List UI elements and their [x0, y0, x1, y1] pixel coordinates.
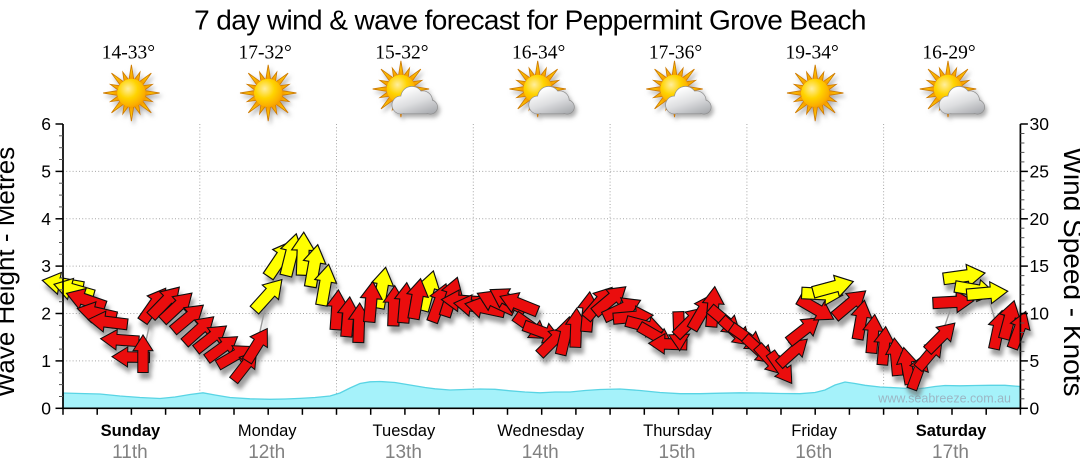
svg-text:16-29°: 16-29° [922, 43, 975, 64]
svg-text:Monday: Monday [238, 422, 297, 440]
svg-text:17-36°: 17-36° [649, 43, 702, 64]
svg-text:19-34°: 19-34° [786, 43, 839, 64]
svg-text:6: 6 [41, 114, 51, 134]
svg-text:Saturday: Saturday [916, 422, 987, 440]
svg-text:10: 10 [1030, 304, 1050, 324]
svg-text:16-34°: 16-34° [512, 43, 565, 64]
svg-text:Wind Speed - Knots: Wind Speed - Knots [1058, 147, 1080, 396]
svg-text:4: 4 [41, 209, 51, 229]
svg-text:16th: 16th [795, 442, 832, 463]
svg-text:15-32°: 15-32° [375, 43, 428, 64]
svg-text:14-33°: 14-33° [102, 43, 155, 64]
svg-text:5: 5 [41, 161, 51, 181]
svg-text:20: 20 [1030, 209, 1050, 229]
svg-text:11th: 11th [112, 442, 148, 463]
svg-text:Sunday: Sunday [101, 422, 161, 440]
svg-text:7 day wind & wave forecast for: 7 day wind & wave forecast for Peppermin… [194, 5, 866, 36]
svg-text:12th: 12th [248, 442, 285, 463]
svg-text:2: 2 [41, 304, 51, 324]
svg-text:Tuesday: Tuesday [373, 422, 436, 440]
svg-text:30: 30 [1030, 114, 1050, 134]
svg-text:15th: 15th [659, 442, 696, 463]
svg-text:1: 1 [41, 351, 51, 371]
svg-text:Thursday: Thursday [643, 422, 713, 440]
svg-text:13th: 13th [385, 442, 422, 463]
svg-text:15: 15 [1030, 256, 1049, 276]
svg-text:0: 0 [41, 398, 51, 418]
svg-text:17th: 17th [932, 442, 969, 463]
svg-text:Friday: Friday [791, 422, 838, 440]
svg-text:17-32°: 17-32° [239, 43, 292, 64]
svg-text:5: 5 [1030, 351, 1040, 371]
svg-text:www.seabreeze.com.au: www.seabreeze.com.au [877, 392, 1011, 406]
svg-text:0: 0 [1030, 398, 1040, 418]
svg-text:3: 3 [41, 256, 51, 276]
svg-text:25: 25 [1030, 161, 1049, 181]
svg-text:Wave Height - Metres: Wave Height - Metres [0, 147, 20, 397]
svg-text:Wednesday: Wednesday [497, 422, 585, 440]
svg-text:14th: 14th [522, 442, 559, 463]
